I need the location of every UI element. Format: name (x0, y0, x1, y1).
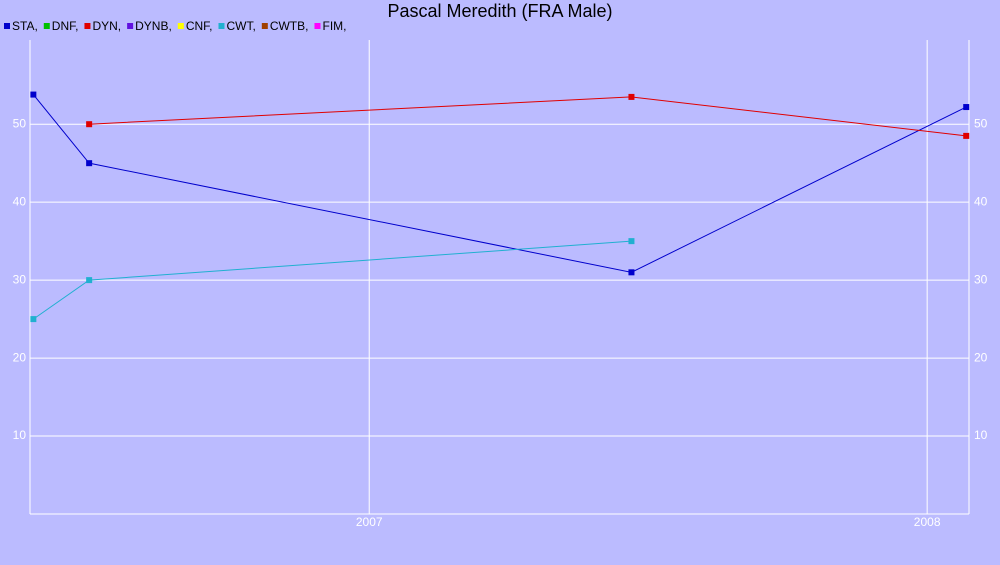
y-tick-label: 20 (13, 350, 27, 364)
y-tick-label: 50 (13, 116, 27, 130)
point (963, 132, 970, 139)
legend-label: CNF, (186, 19, 213, 33)
y2-tick-label: 10 (974, 428, 988, 442)
point (628, 238, 635, 245)
y2-tick-label: 20 (974, 350, 988, 364)
y2-tick-label: 30 (974, 272, 988, 286)
x-tick-label: 2007 (356, 515, 383, 529)
legend-label: DYNB, (135, 19, 172, 33)
legend-label: DNF, (52, 19, 79, 33)
legend-swatch (4, 23, 10, 29)
legend-label: STA, (12, 19, 38, 33)
legend-swatch (177, 23, 184, 29)
point (628, 93, 635, 100)
point (628, 269, 635, 276)
chart-title: Pascal Meredith (FRA Male) (387, 1, 612, 21)
legend-swatch (127, 23, 134, 29)
y2-tick-label: 50 (974, 116, 988, 130)
point (86, 277, 93, 284)
legend-label: CWT, (226, 19, 255, 33)
x-tick-label: 2008 (914, 515, 941, 529)
legend-label: CWTB, (270, 19, 309, 33)
point (963, 104, 970, 111)
point (86, 121, 93, 128)
legend-label: DYN, (92, 19, 121, 33)
legend-swatch (314, 23, 321, 29)
y-tick-label: 30 (13, 272, 27, 286)
y2-tick-label: 40 (974, 194, 988, 208)
legend-swatch (43, 23, 50, 29)
legend-swatch (84, 23, 91, 29)
point (86, 160, 93, 167)
y-tick-label: 40 (13, 194, 27, 208)
legend-swatch (218, 23, 225, 29)
point (30, 91, 37, 98)
point (30, 316, 37, 323)
legend-label: FIM, (322, 19, 346, 33)
series-line (32, 94, 967, 273)
legend-swatch (261, 23, 268, 29)
y-tick-label: 10 (13, 428, 27, 442)
